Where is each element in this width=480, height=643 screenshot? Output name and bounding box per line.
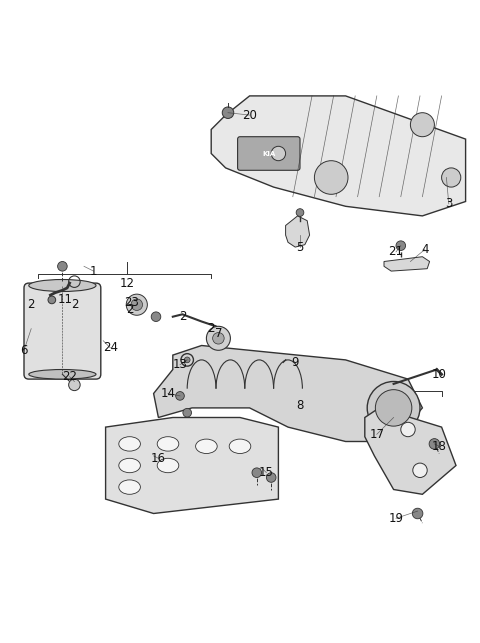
Text: 15: 15 [259, 466, 274, 479]
Circle shape [375, 390, 412, 426]
Circle shape [206, 326, 230, 350]
Text: 2: 2 [71, 298, 78, 311]
Text: 1: 1 [90, 265, 97, 278]
Text: 8: 8 [296, 399, 304, 412]
Circle shape [401, 422, 415, 437]
Polygon shape [384, 257, 430, 271]
Circle shape [184, 357, 190, 363]
Text: 2: 2 [27, 298, 35, 311]
FancyBboxPatch shape [238, 137, 300, 170]
Circle shape [69, 379, 80, 390]
Circle shape [442, 168, 461, 187]
Ellipse shape [119, 480, 141, 494]
Circle shape [429, 439, 440, 449]
Ellipse shape [157, 437, 179, 451]
Text: 7: 7 [215, 327, 222, 340]
Text: 2: 2 [207, 322, 215, 335]
Text: 6: 6 [20, 344, 28, 357]
Text: 18: 18 [432, 440, 446, 453]
Text: 10: 10 [432, 368, 446, 381]
Circle shape [183, 408, 192, 417]
Ellipse shape [29, 280, 96, 291]
Text: 12: 12 [120, 276, 135, 289]
Text: 19: 19 [388, 512, 404, 525]
Circle shape [412, 508, 423, 519]
Circle shape [58, 262, 67, 271]
Text: 5: 5 [296, 240, 304, 253]
FancyBboxPatch shape [24, 283, 101, 379]
Text: 24: 24 [103, 341, 118, 354]
Ellipse shape [196, 439, 217, 453]
Text: KIA: KIA [262, 150, 276, 156]
Ellipse shape [157, 458, 179, 473]
Text: 3: 3 [445, 197, 453, 210]
Text: 14: 14 [160, 387, 176, 400]
Polygon shape [106, 417, 278, 514]
Circle shape [271, 147, 286, 161]
Circle shape [176, 392, 184, 400]
Text: 16: 16 [151, 452, 166, 465]
Polygon shape [365, 408, 456, 494]
Circle shape [410, 113, 434, 137]
Circle shape [222, 107, 234, 118]
Text: 21: 21 [388, 246, 404, 258]
Polygon shape [154, 345, 422, 442]
Text: 11: 11 [57, 293, 72, 307]
Circle shape [131, 299, 143, 311]
Circle shape [126, 294, 147, 315]
Circle shape [213, 332, 224, 344]
Circle shape [266, 473, 276, 482]
Ellipse shape [29, 370, 96, 379]
Polygon shape [286, 216, 310, 247]
Text: 2: 2 [179, 310, 186, 323]
Text: 23: 23 [125, 296, 139, 309]
Text: 17: 17 [369, 428, 384, 441]
Circle shape [396, 241, 406, 251]
Ellipse shape [119, 458, 141, 473]
Ellipse shape [119, 437, 141, 451]
Circle shape [48, 296, 56, 303]
Text: 9: 9 [291, 356, 299, 369]
Text: 4: 4 [421, 243, 429, 256]
Text: 13: 13 [173, 358, 187, 371]
Polygon shape [211, 96, 466, 216]
Ellipse shape [229, 439, 251, 453]
Circle shape [151, 312, 161, 322]
Circle shape [413, 463, 427, 478]
Circle shape [314, 161, 348, 194]
Circle shape [296, 209, 304, 217]
Text: 20: 20 [242, 109, 257, 122]
Circle shape [367, 381, 420, 434]
Text: 22: 22 [62, 370, 77, 383]
Circle shape [252, 468, 262, 478]
Text: 2: 2 [126, 303, 133, 316]
